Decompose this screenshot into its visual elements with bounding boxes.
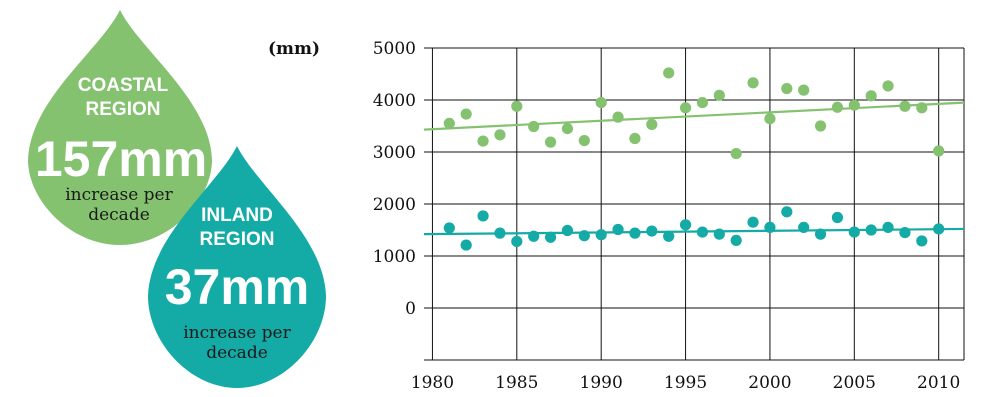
- data-point-0-1997: [713, 89, 725, 101]
- data-point-0-1996: [696, 97, 709, 109]
- inland-title-line1: INLAND: [201, 205, 273, 226]
- y-tick-label-4000: 4000: [373, 91, 416, 111]
- data-point-1-1982: [460, 239, 472, 251]
- data-point-1-1981: [443, 222, 455, 234]
- data-point-0-1985: [511, 100, 523, 112]
- data-point-0-2001: [781, 82, 793, 95]
- inland-drop: INLAND REGION 37mm increase per decade: [148, 146, 326, 388]
- data-point-1-2005: [848, 226, 860, 238]
- data-point-0-1995: [679, 102, 692, 114]
- x-tick-labels: 1980 1985 1990 1995 2000 2005 2010: [411, 373, 961, 393]
- data-point-0-1982: [460, 108, 472, 120]
- data-point-0-1989: [578, 134, 590, 147]
- data-point-0-1988: [561, 123, 574, 135]
- data-point-1-2008: [899, 227, 911, 239]
- coastal-title-line2: REGION: [86, 99, 161, 120]
- data-point-1-2009: [916, 235, 928, 247]
- data-point-1-1989: [578, 230, 590, 242]
- data-point-1-1986: [528, 230, 540, 242]
- data-point-0-1991: [612, 111, 624, 123]
- data-point-1-1990: [595, 229, 607, 241]
- x-tick-label-1980: 1980: [411, 373, 454, 393]
- data-point-0-2002: [798, 84, 810, 96]
- coastal-caption-line1: increase per: [65, 185, 173, 205]
- y-axis-unit-label: (mm): [268, 39, 320, 59]
- data-point-0-1987: [544, 136, 557, 148]
- trend-line-0: [423, 101, 965, 131]
- data-point-1-2002: [798, 221, 810, 233]
- series-0: [423, 67, 965, 160]
- coastal-value: 157mm: [35, 131, 207, 187]
- data-point-0-2006: [865, 90, 877, 102]
- x-tick-label-2000: 2000: [748, 373, 791, 393]
- series-group: [423, 67, 965, 251]
- data-point-1-1999: [747, 216, 759, 228]
- data-point-0-1993: [646, 118, 658, 131]
- data-point-0-2005: [848, 99, 860, 111]
- data-point-1-1994: [663, 230, 675, 242]
- data-point-1-2007: [882, 221, 894, 233]
- data-point-0-2000: [764, 113, 776, 125]
- data-point-1-2003: [814, 228, 827, 240]
- x-tick-label-1995: 1995: [664, 373, 707, 393]
- y-tick-label-3000: 3000: [373, 143, 416, 163]
- coastal-drop-shape: [28, 10, 212, 245]
- data-point-0-1981: [443, 117, 455, 129]
- data-point-1-1997: [713, 228, 725, 240]
- inland-caption-line2: decade: [206, 343, 268, 363]
- y-tick-labels: 0 1000 2000 3000 4000 5000: [373, 39, 416, 319]
- data-point-1-1993: [646, 225, 658, 237]
- x-tick-label-2005: 2005: [833, 373, 876, 393]
- data-point-0-1986: [528, 120, 540, 133]
- data-point-0-1984: [494, 129, 506, 141]
- data-point-1-1985: [511, 235, 523, 248]
- data-point-1-2006: [865, 224, 877, 236]
- data-point-1-1987: [544, 231, 557, 243]
- inland-title-line2: REGION: [200, 229, 275, 250]
- data-point-0-1992: [629, 132, 641, 145]
- data-point-1-1991: [612, 223, 624, 236]
- data-point-0-2008: [899, 100, 911, 112]
- inland-caption-line1: increase per: [183, 323, 291, 343]
- grid: [424, 47, 965, 361]
- inland-drop-shape: [148, 146, 326, 388]
- y-tick-label-0: 0: [405, 299, 416, 319]
- data-point-0-1994: [663, 67, 675, 79]
- data-point-0-2007: [882, 80, 894, 92]
- data-point-1-2000: [764, 221, 776, 233]
- x-tick-label-1990: 1990: [580, 373, 623, 393]
- data-point-0-2004: [831, 101, 844, 113]
- series-1: [423, 206, 965, 251]
- data-point-1-1992: [629, 227, 641, 239]
- data-point-0-1999: [747, 77, 759, 89]
- data-point-1-1984: [494, 227, 506, 239]
- inland-value: 37mm: [165, 259, 310, 315]
- x-tick-label-1985: 1985: [495, 373, 538, 393]
- data-point-0-2010: [933, 145, 945, 157]
- data-point-0-1998: [730, 147, 742, 160]
- data-point-1-1988: [561, 224, 574, 237]
- data-point-1-1983: [477, 210, 489, 222]
- data-point-0-1990: [595, 97, 607, 109]
- coastal-title-line1: COASTAL: [78, 75, 169, 96]
- x-tick-label-2010: 2010: [917, 373, 960, 393]
- coastal-drop: COASTAL REGION 157mm increase per decade: [28, 10, 212, 245]
- data-point-0-1983: [477, 135, 489, 147]
- data-point-1-2010: [933, 223, 945, 235]
- data-point-1-1995: [679, 219, 692, 231]
- y-tick-label-1000: 1000: [373, 247, 416, 267]
- y-tick-label-2000: 2000: [373, 195, 416, 215]
- data-point-1-2001: [781, 206, 793, 218]
- data-point-1-1996: [696, 226, 709, 238]
- coastal-caption-line2: decade: [88, 205, 150, 225]
- data-point-1-1998: [730, 234, 742, 246]
- y-tick-label-5000: 5000: [373, 39, 416, 59]
- data-point-0-2003: [814, 120, 827, 132]
- data-point-0-2009: [916, 102, 928, 114]
- data-point-1-2004: [831, 211, 844, 224]
